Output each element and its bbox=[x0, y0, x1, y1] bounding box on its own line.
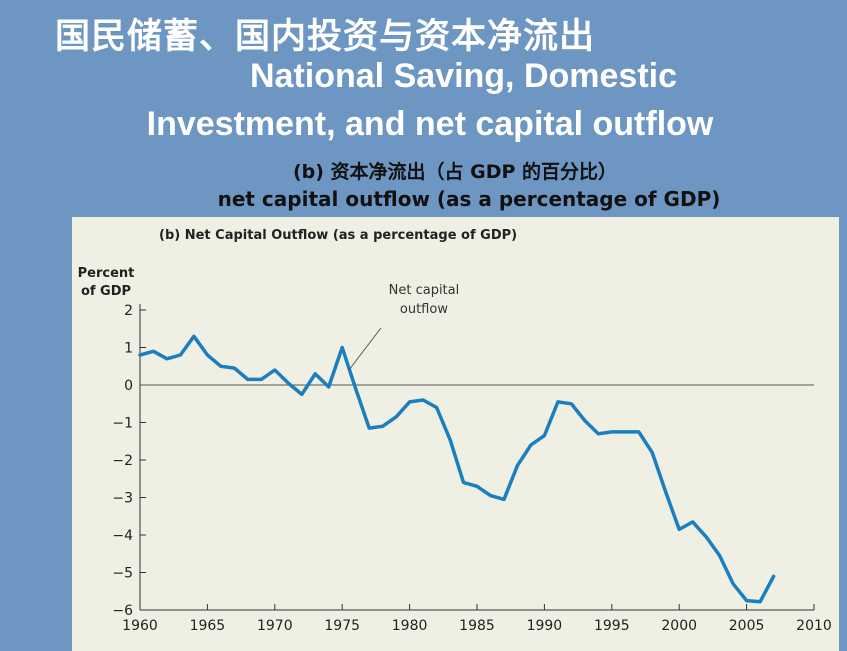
y-tick-label: −5 bbox=[112, 566, 133, 582]
x-tick-label: 1985 bbox=[459, 618, 495, 634]
y-tick-label: −4 bbox=[112, 528, 133, 544]
y-tick-label: −1 bbox=[112, 416, 133, 432]
x-tick-label: 2005 bbox=[729, 618, 765, 634]
x-tick-label: 1960 bbox=[122, 618, 158, 634]
net-capital-outflow-chart: (b) Net Capital Outflow (as a percentage… bbox=[78, 228, 832, 634]
slide-title-english-line1: National Saving, Domestic bbox=[250, 57, 677, 95]
slide-title-chinese: 国民储蓄、国内投资与资本净流出 bbox=[55, 17, 596, 57]
y-tick-label: 1 bbox=[124, 341, 133, 357]
x-tick-label: 2010 bbox=[796, 618, 832, 634]
y-tick-label: −6 bbox=[112, 603, 133, 619]
series-line-net-capital-outflow bbox=[138, 334, 776, 604]
x-tick-label: 1970 bbox=[257, 618, 293, 634]
slide-title-english-line2: Investment, and net capital outflow bbox=[146, 105, 714, 143]
chart-panel: (b) Net Capital Outflow (as a percentage… bbox=[72, 217, 839, 651]
x-tick-label: 2000 bbox=[661, 618, 697, 634]
y-axis-label-line1: Percent bbox=[78, 266, 135, 281]
y-tick-label: −2 bbox=[112, 453, 133, 469]
y-axis-label-line2: of GDP bbox=[81, 284, 131, 299]
annotation-line1: Net capital bbox=[389, 283, 460, 298]
slide-subtitle-chinese: (b) 资本净流出（占 GDP 的百分比） bbox=[292, 161, 618, 183]
x-tick-label: 1980 bbox=[392, 618, 428, 634]
slide-subtitle-english: net capital outflow (as a percentage of … bbox=[217, 187, 721, 211]
x-tick-label: 1990 bbox=[527, 618, 563, 634]
chart-marks bbox=[138, 327, 776, 604]
y-tick-label: 2 bbox=[124, 303, 133, 319]
annotation-line2: outflow bbox=[400, 302, 448, 317]
x-tick-label: 1995 bbox=[594, 618, 630, 634]
x-tick-label: 1965 bbox=[190, 618, 226, 634]
chart-title: (b) Net Capital Outflow (as a percentage… bbox=[159, 228, 517, 243]
y-tick-label: −3 bbox=[112, 491, 133, 507]
y-tick-label: 0 bbox=[124, 378, 133, 394]
x-tick-label: 1975 bbox=[324, 618, 360, 634]
annotation-leader bbox=[348, 327, 382, 371]
